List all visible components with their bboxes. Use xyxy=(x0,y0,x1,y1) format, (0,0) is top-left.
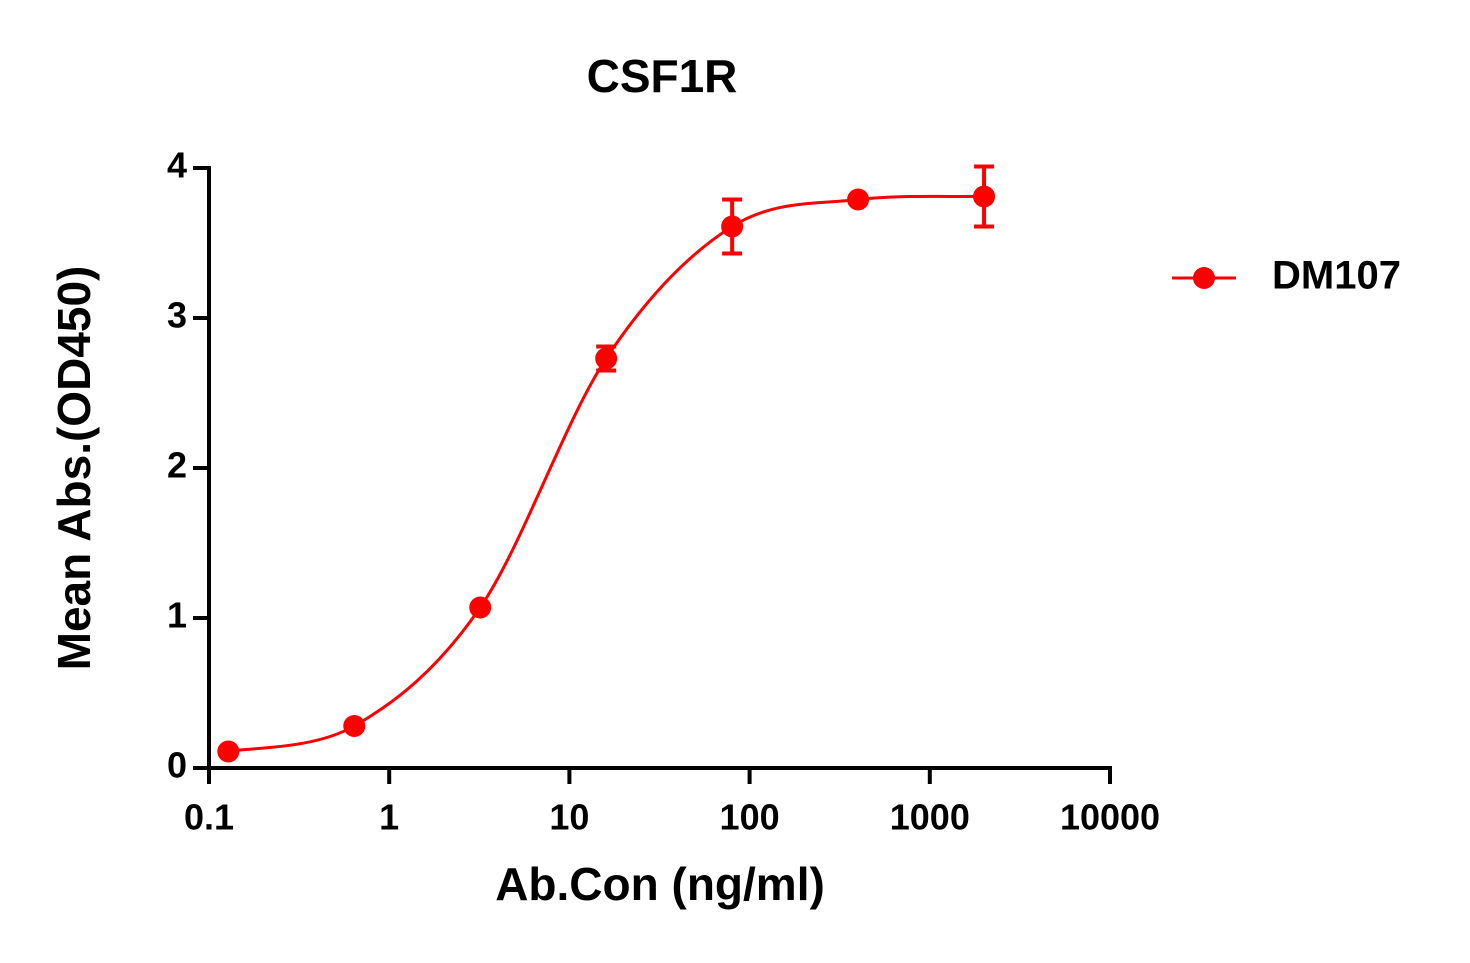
series-line xyxy=(228,194,985,753)
legend-marker xyxy=(1193,267,1215,289)
y-tick-label: 2 xyxy=(167,445,187,486)
x-tick-label: 10 xyxy=(549,797,589,838)
x-tick-label: 1 xyxy=(379,797,399,838)
chart-title: CSF1R xyxy=(587,50,738,102)
y-tick-label: 4 xyxy=(167,145,187,186)
y-tick-label: 0 xyxy=(167,745,187,786)
x-tick-label: 0.1 xyxy=(184,797,234,838)
marker xyxy=(469,596,492,619)
marker xyxy=(595,347,618,370)
marker xyxy=(721,215,744,238)
x-tick-label: 10000 xyxy=(1060,797,1160,838)
x-axis-label: Ab.Con (ng/ml) xyxy=(495,858,825,910)
marker xyxy=(973,185,996,208)
x-tick-label: 1000 xyxy=(890,797,970,838)
x-tick-label: 100 xyxy=(720,797,780,838)
marker xyxy=(343,715,366,737)
legend-label: DM107 xyxy=(1272,254,1401,298)
marker xyxy=(217,740,240,763)
marker xyxy=(847,188,870,211)
y-tick-label: 3 xyxy=(167,295,187,336)
y-tick-label: 1 xyxy=(167,595,187,636)
y-axis-label: Mean Abs.(OD450) xyxy=(48,266,100,671)
